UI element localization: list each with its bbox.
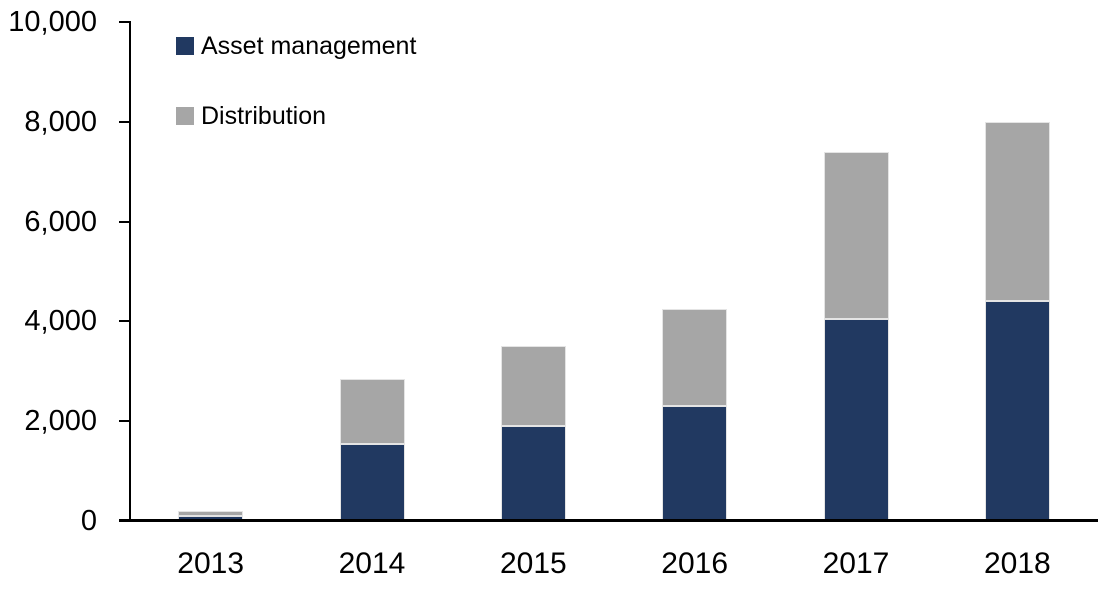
legend-item-asset-management: Asset management [176, 31, 416, 61]
x-axis-line [119, 519, 1098, 522]
bar-segment-distribution [339, 378, 405, 444]
y-axis-tick-label: 4,000 [24, 305, 97, 338]
y-axis-tick-label: 8,000 [24, 105, 97, 138]
y-axis-tick-label: 10,000 [8, 6, 97, 38]
y-axis-tick [119, 320, 130, 323]
bar-segment-asset-management [339, 443, 405, 521]
x-axis-tick-label: 2013 [177, 547, 245, 580]
bar-segment-distribution [662, 308, 728, 407]
bar-segment-distribution [178, 511, 244, 516]
y-axis-tick-label: 6,000 [24, 205, 97, 238]
x-axis-tick-label: 2017 [822, 547, 890, 580]
bar-segment-asset-management [500, 426, 566, 521]
legend-label-distribution: Distribution [201, 102, 327, 130]
legend-swatch-asset-management [176, 37, 194, 55]
x-axis-tick-label: 2014 [338, 547, 406, 580]
x-axis-tick-label: 2015 [499, 547, 567, 580]
bar-segment-distribution [823, 151, 889, 319]
y-axis-tick-label: 2,000 [24, 405, 97, 438]
bar-segment-asset-management [662, 406, 728, 521]
y-axis-tick-label: 0 [80, 505, 97, 537]
bar-segment-distribution [500, 346, 566, 427]
legend-swatch-distribution [176, 107, 194, 125]
y-axis-tick [119, 220, 130, 223]
bar-segment-asset-management [823, 318, 889, 521]
y-axis-tick [119, 420, 130, 423]
x-axis-tick-label: 2016 [661, 547, 729, 580]
y-axis-line [129, 21, 131, 522]
y-axis-tick [119, 120, 130, 123]
bar-segment-asset-management [984, 301, 1050, 521]
y-axis-tick [119, 21, 130, 23]
legend-item-distribution: Distribution [176, 101, 326, 131]
legend-label-asset-management: Asset management [201, 32, 417, 60]
bar-segment-distribution [984, 121, 1050, 302]
x-axis-tick-label: 2018 [983, 547, 1051, 580]
